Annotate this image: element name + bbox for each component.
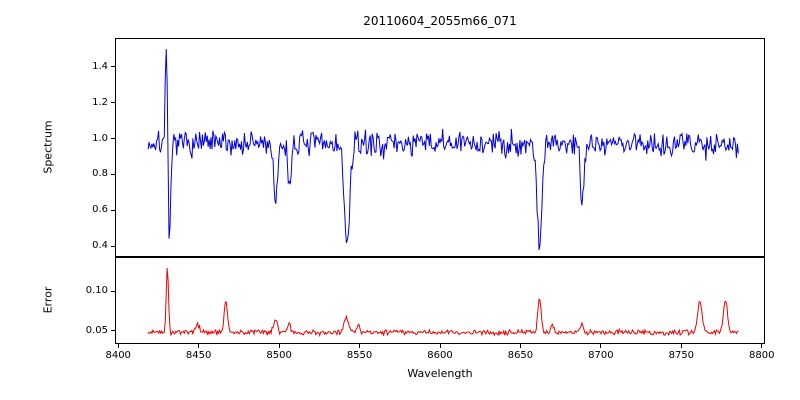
x-tick-label: 8800	[749, 350, 775, 361]
y-tick-mark	[111, 290, 115, 292]
y-tick-mark	[111, 173, 115, 175]
x-tick-mark	[359, 344, 361, 348]
y-tick-mark	[111, 66, 115, 68]
x-tick-mark	[519, 344, 521, 348]
spectrum-plot-area	[115, 38, 765, 257]
x-tick-label: 8750	[668, 350, 695, 361]
spectrum-line	[147, 49, 739, 251]
y-tick-mark	[111, 330, 115, 332]
y-tick-mark	[111, 138, 115, 140]
x-tick-mark	[680, 344, 682, 348]
x-tick-label: 8550	[346, 350, 373, 361]
x-tick-label: 8650	[507, 350, 534, 361]
y-tick-label: 1.2	[92, 96, 108, 108]
x-tick-label: 8600	[427, 350, 453, 361]
x-tick-label: 8450	[185, 350, 212, 361]
x-tick-label: 8500	[266, 350, 292, 361]
x-tick-mark	[278, 344, 280, 348]
y-tick-mark	[111, 245, 115, 247]
y-tick-label: 0.10	[85, 285, 108, 296]
y-tick-label: 0.6	[92, 204, 108, 216]
error-plot-area	[115, 257, 765, 344]
y-tick-label: 1.0	[92, 132, 108, 144]
x-tick-mark	[761, 344, 763, 348]
y-tick-mark	[111, 209, 115, 211]
x-axis-label: Wavelength	[407, 367, 473, 380]
y-tick-label: 0.4	[92, 240, 108, 252]
x-tick-label: 8700	[588, 350, 614, 361]
plot-title: 20110604_2055m66_071	[363, 14, 517, 28]
y-tick-label: 1.4	[92, 60, 108, 72]
error-line	[147, 268, 739, 338]
y-tick-label: 0.05	[85, 324, 108, 336]
y-axis-label-error: Error	[41, 286, 55, 314]
y-tick-mark	[111, 102, 115, 104]
x-tick-mark	[439, 344, 441, 348]
x-tick-mark	[198, 344, 200, 348]
y-axis-label-spectrum: Spectrum	[41, 120, 55, 174]
x-tick-label: 8400	[105, 350, 131, 361]
y-tick-label: 0.8	[92, 168, 108, 180]
x-tick-mark	[117, 344, 119, 348]
x-tick-mark	[600, 344, 602, 348]
